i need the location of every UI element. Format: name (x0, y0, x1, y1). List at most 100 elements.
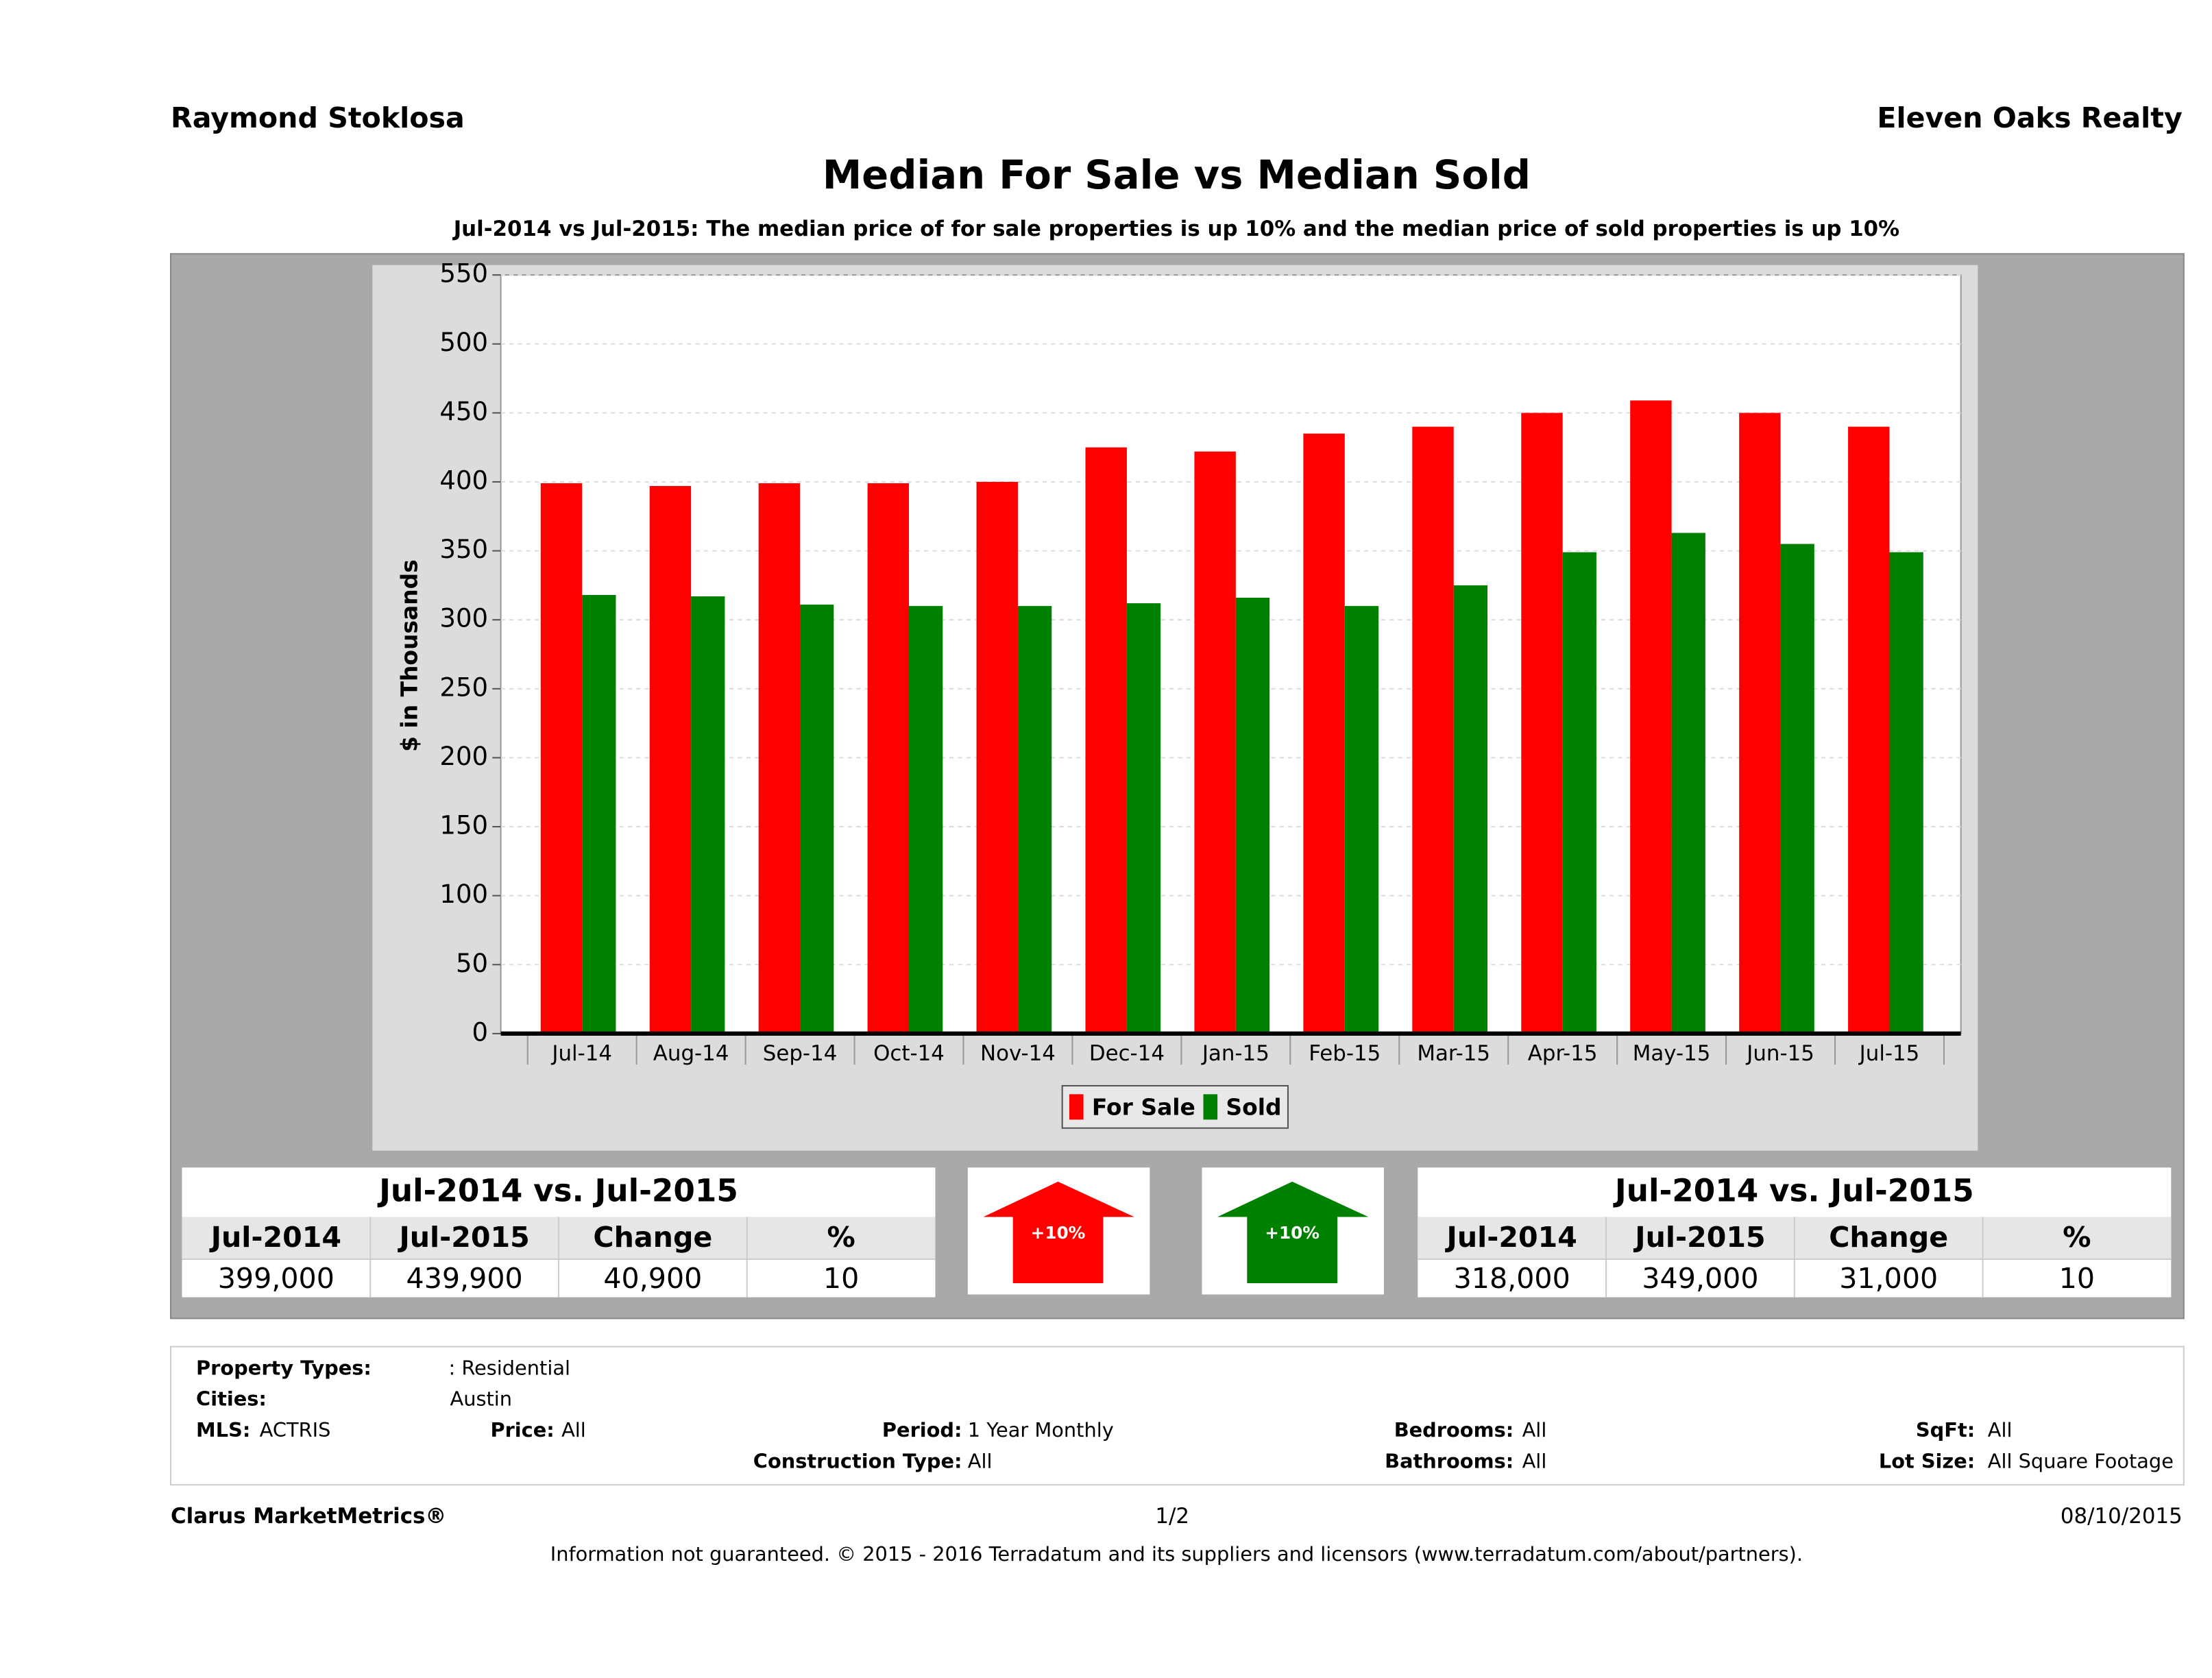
bar (1889, 552, 1923, 1034)
summary-value: 399,000 (218, 1262, 335, 1295)
bar (1235, 598, 1270, 1034)
bar (691, 596, 725, 1034)
bar (909, 606, 943, 1034)
summary-value: 10 (2059, 1262, 2095, 1295)
y-tick-label: 0 (472, 1017, 489, 1047)
x-tick-label: Feb-15 (1309, 1041, 1381, 1066)
summary-header: % (827, 1221, 855, 1254)
footer-page: 1/2 (1155, 1504, 1189, 1529)
x-tick-label: Aug-14 (653, 1041, 729, 1066)
filter-value: ACTRIS (260, 1418, 331, 1442)
summary-value: 439,900 (406, 1262, 523, 1295)
filter-label: Cities: (196, 1387, 267, 1411)
summary-value: 40,900 (603, 1262, 702, 1295)
summary-value: 349,000 (1642, 1262, 1758, 1295)
filter-label: MLS: (196, 1418, 250, 1442)
bar (1085, 447, 1127, 1034)
y-tick-label: 100 (439, 879, 488, 909)
filter-label: Lot Size: (1879, 1449, 1975, 1472)
legend-swatch (1203, 1094, 1218, 1120)
x-tick-label: Dec-14 (1089, 1041, 1165, 1066)
filter-value: 1 Year Monthly (968, 1418, 1114, 1442)
x-tick-label: Sep-14 (763, 1041, 838, 1066)
y-tick-label: 50 (456, 949, 488, 978)
legend-label: For Sale (1092, 1093, 1195, 1120)
legend-swatch (1069, 1094, 1084, 1120)
x-tick-label: Jan-15 (1201, 1041, 1269, 1066)
bar (582, 594, 616, 1034)
bar (1194, 451, 1236, 1034)
summary-value: 318,000 (1454, 1262, 1570, 1295)
bar (1412, 426, 1454, 1034)
summary-header: Change (593, 1221, 712, 1254)
x-tick-label: Jul-14 (550, 1041, 612, 1066)
footer-note: Information not guaranteed. © 2015 - 201… (550, 1542, 1803, 1566)
x-tick-label: Nov-14 (980, 1041, 1056, 1066)
summary-value: 31,000 (1839, 1262, 1938, 1295)
filter-value: All (1988, 1418, 2013, 1442)
summary-header: Change (1829, 1221, 1948, 1254)
bar (649, 486, 692, 1034)
bar (1303, 433, 1345, 1034)
filter-label: Price: (490, 1418, 554, 1442)
bar (1848, 426, 1890, 1034)
arrow-label: +10% (1031, 1223, 1086, 1243)
x-tick-label: Jun-15 (1745, 1041, 1814, 1066)
y-tick-label: 200 (439, 742, 488, 771)
bar (1344, 606, 1379, 1034)
y-tick-label: 500 (439, 328, 488, 357)
filter-box (169, 1346, 2185, 1486)
summary-header: Jul-2015 (397, 1221, 529, 1254)
filter-label: Period: (882, 1418, 962, 1442)
bar (1630, 400, 1672, 1034)
filter-value: All Square Footage (1988, 1449, 2174, 1472)
summary-header: Jul-2015 (1633, 1221, 1765, 1254)
footer-date: 08/10/2015 (2061, 1504, 2183, 1529)
bar (800, 605, 834, 1034)
bar (1671, 533, 1705, 1034)
bar (758, 483, 801, 1034)
filter-label: Bedrooms: (1394, 1418, 1514, 1442)
summary-header: Jul-2014 (209, 1221, 341, 1254)
arrow (1217, 1181, 1369, 1283)
filter-value: All (1522, 1418, 1547, 1442)
bar (1780, 544, 1814, 1034)
filter-value: : Residential (448, 1356, 570, 1379)
company: Eleven Oaks Realty (1877, 101, 2183, 134)
bar (867, 483, 910, 1034)
bar (1453, 585, 1487, 1034)
y-tick-label: 150 (439, 811, 488, 840)
bar (1521, 413, 1563, 1034)
y-tick-label: 400 (439, 465, 488, 495)
filter-label: Bathrooms: (1385, 1449, 1514, 1472)
filter-label: Property Types: (196, 1356, 372, 1379)
bar (976, 481, 1018, 1034)
y-tick-label: 300 (439, 604, 488, 633)
filter-value: All (561, 1418, 586, 1442)
bar (540, 483, 583, 1034)
y-tick-label: 250 (439, 672, 488, 702)
arrow (983, 1181, 1134, 1283)
chart-title: Median For Sale vs Median Sold (823, 152, 1531, 198)
filter-value: All (968, 1449, 993, 1472)
x-tick-label: Apr-15 (1528, 1041, 1598, 1066)
summary-header: % (2063, 1221, 2091, 1254)
footer-left: Clarus MarketMetrics® (171, 1504, 446, 1529)
x-tick-label: May-15 (1633, 1041, 1711, 1066)
arrow-label: +10% (1265, 1223, 1320, 1243)
filter-value: All (1522, 1449, 1547, 1472)
y-tick-label: 450 (439, 397, 488, 426)
bar (1562, 552, 1596, 1034)
bar (1126, 603, 1161, 1034)
y-tick-label: 350 (439, 535, 488, 564)
summary-title: Jul-2014 vs. Jul-2015 (377, 1172, 738, 1208)
legend-label: Sold (1226, 1093, 1281, 1120)
bar (1739, 413, 1781, 1034)
filter-label: Construction Type: (753, 1449, 962, 1472)
legend-box (1061, 1084, 1289, 1129)
x-tick-label: Jul-15 (1858, 1041, 1920, 1066)
summary-header: Jul-2014 (1445, 1221, 1577, 1254)
y-tick-label: 550 (439, 259, 488, 289)
bar (1017, 606, 1052, 1034)
